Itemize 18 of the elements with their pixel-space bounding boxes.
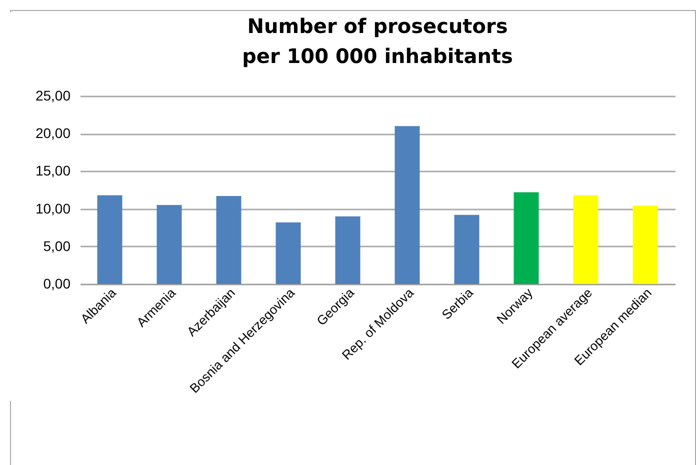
text: per 100 000 inhabitants xyxy=(242,44,513,68)
y-tick-label: 15,00 xyxy=(35,162,71,179)
bar xyxy=(573,195,598,284)
y-tick-label: 10,00 xyxy=(35,200,71,216)
y-tick-label: 25,00 xyxy=(35,88,71,104)
bar xyxy=(335,216,360,284)
bar xyxy=(394,126,420,284)
bar xyxy=(454,214,480,284)
bar xyxy=(514,192,539,284)
text: Number of prosecutors xyxy=(247,14,508,38)
y-tick-label: 20,00 xyxy=(35,125,71,142)
bar xyxy=(632,206,658,284)
y-tick-label: 0,00 xyxy=(43,276,71,292)
bar xyxy=(276,222,301,284)
y-tick-label: 5,00 xyxy=(43,238,71,254)
bar xyxy=(216,196,242,284)
bar xyxy=(97,195,122,284)
bar xyxy=(156,205,182,284)
